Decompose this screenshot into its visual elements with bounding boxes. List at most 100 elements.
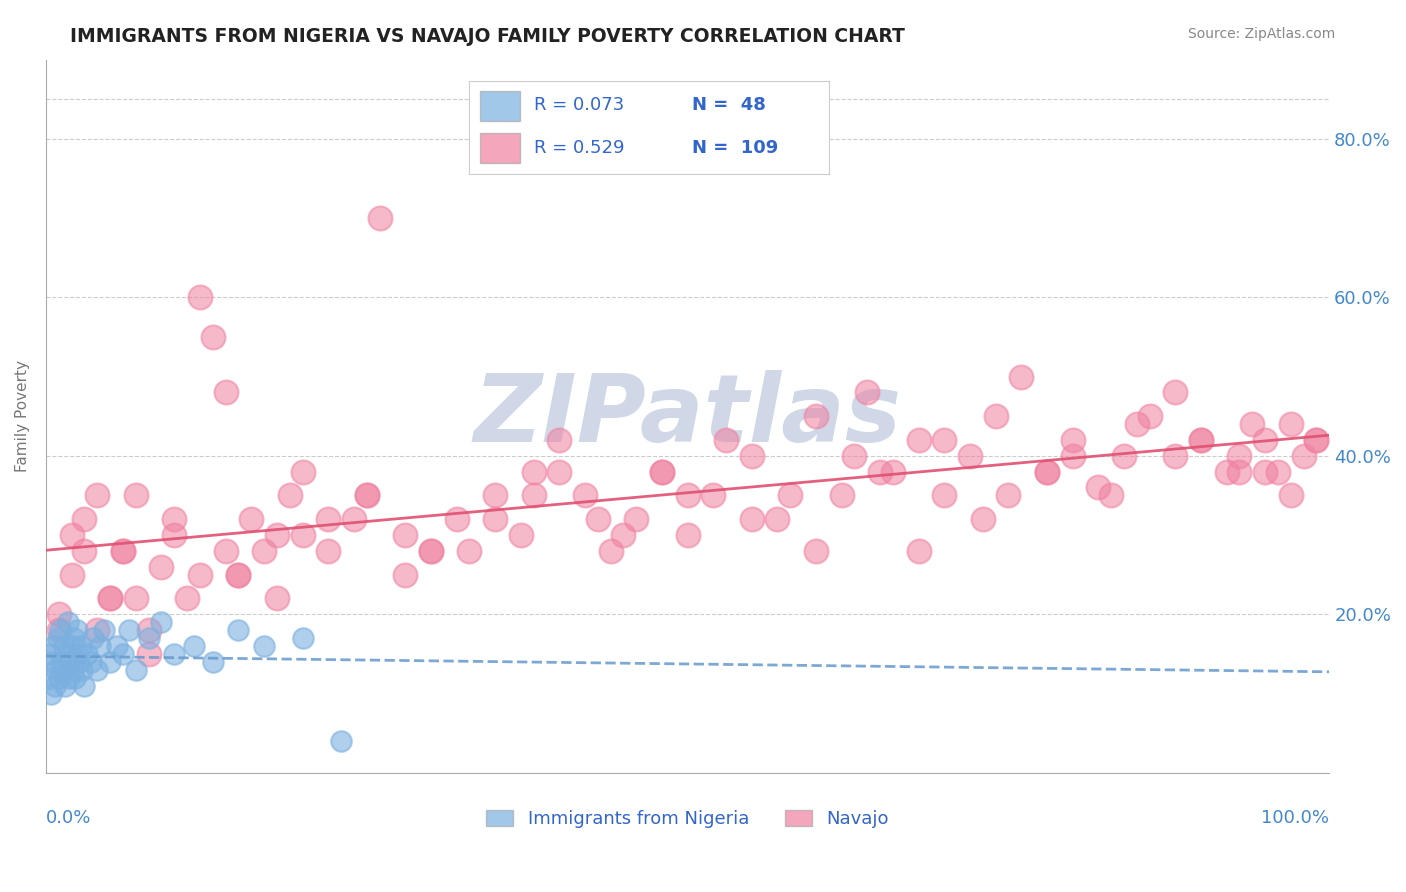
Point [98, 655, 121, 669]
Point [266, 528, 288, 542]
Point [118, 623, 141, 637]
Point [228, 567, 250, 582]
Point [394, 528, 416, 542]
Point [356, 488, 378, 502]
Point [1279, 488, 1302, 502]
Point [779, 488, 801, 502]
Point [38, 671, 60, 685]
Point [73, 679, 96, 693]
Point [612, 528, 634, 542]
Point [548, 433, 571, 447]
Point [651, 465, 673, 479]
Point [105, 639, 128, 653]
Point [138, 623, 160, 637]
Point [111, 544, 134, 558]
Point [125, 591, 148, 606]
Point [907, 544, 929, 558]
Point [38, 647, 60, 661]
Point [1215, 465, 1237, 479]
Point [316, 544, 339, 558]
Point [458, 544, 481, 558]
Point [316, 512, 339, 526]
Point [86, 623, 108, 637]
Point [278, 488, 301, 502]
Point [253, 639, 276, 653]
Point [420, 544, 443, 558]
Point [111, 647, 134, 661]
Point [291, 631, 314, 645]
Point [228, 567, 250, 582]
Point [368, 211, 391, 225]
Point [51, 655, 73, 669]
Point [869, 465, 891, 479]
Point [67, 655, 90, 669]
Point [934, 488, 956, 502]
Point [934, 433, 956, 447]
Point [1189, 433, 1212, 447]
Point [67, 647, 90, 661]
Point [49, 623, 72, 637]
Point [55, 647, 77, 661]
Point [1036, 465, 1059, 479]
Point [80, 655, 103, 669]
Point [741, 449, 763, 463]
Point [63, 631, 86, 645]
Point [183, 639, 205, 653]
Point [997, 488, 1019, 502]
Point [65, 671, 87, 685]
Point [52, 639, 75, 653]
Point [484, 512, 506, 526]
Point [676, 528, 699, 542]
Point [291, 465, 314, 479]
Point [1305, 433, 1327, 447]
Point [907, 433, 929, 447]
Point [1164, 449, 1187, 463]
Point [58, 671, 80, 685]
Point [73, 512, 96, 526]
Point [1292, 449, 1315, 463]
Point [98, 591, 121, 606]
Point [1254, 465, 1277, 479]
Point [420, 544, 443, 558]
Point [856, 385, 879, 400]
Text: 0.0%: 0.0% [46, 809, 91, 827]
Point [523, 465, 546, 479]
Point [201, 655, 224, 669]
Point [66, 623, 89, 637]
Point [1062, 433, 1084, 447]
Point [882, 465, 904, 479]
Point [844, 449, 866, 463]
Text: ZIPatlas: ZIPatlas [474, 370, 901, 462]
Point [702, 488, 724, 502]
Point [163, 528, 186, 542]
Point [1139, 409, 1161, 424]
Point [59, 655, 82, 669]
Point [150, 559, 173, 574]
Point [509, 528, 531, 542]
Point [1112, 449, 1135, 463]
Point [1229, 465, 1251, 479]
Point [93, 623, 115, 637]
Text: Source: ZipAtlas.com: Source: ZipAtlas.com [1188, 27, 1336, 41]
Legend: Immigrants from Nigeria, Navajo: Immigrants from Nigeria, Navajo [479, 802, 897, 835]
Point [41, 655, 63, 669]
Point [70, 663, 93, 677]
Point [56, 615, 79, 630]
Point [1189, 433, 1212, 447]
Point [676, 488, 699, 502]
Point [39, 686, 62, 700]
Point [138, 647, 160, 661]
Point [125, 488, 148, 502]
Point [330, 734, 353, 748]
Point [125, 663, 148, 677]
Point [1010, 369, 1032, 384]
Point [766, 512, 789, 526]
Point [176, 591, 198, 606]
Point [574, 488, 596, 502]
Point [959, 449, 981, 463]
Point [201, 330, 224, 344]
Point [484, 488, 506, 502]
Point [1036, 465, 1059, 479]
Point [82, 631, 104, 645]
Point [86, 663, 108, 677]
